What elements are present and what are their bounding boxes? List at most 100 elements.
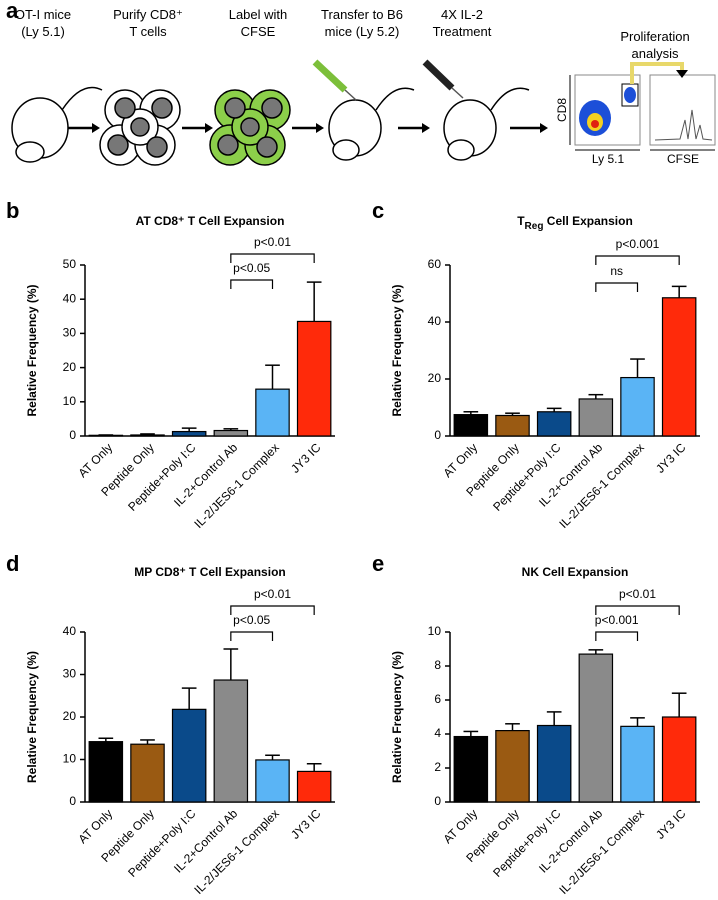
bar (661, 297, 697, 437)
panel-label: a (6, 0, 19, 23)
bar (661, 716, 697, 803)
x-tick-label: IL-2/JES6-1 Complex (191, 806, 282, 897)
y-tick-label: 20 (63, 360, 77, 374)
y-tick-label: 2 (434, 760, 441, 774)
bar (296, 320, 332, 437)
significance-bracket (595, 631, 639, 641)
bar (130, 743, 165, 803)
step-label: Transfer to B6 mice (Ly 5.2) (321, 7, 403, 39)
bar (130, 434, 165, 437)
significance-label: p<0.001 (616, 237, 660, 251)
bar (453, 414, 489, 437)
significance-label: p<0.05 (233, 261, 270, 275)
bar (255, 388, 290, 437)
y-axis-label: Relative Frequency (%) (25, 284, 39, 416)
x-tick-label: AT Only (440, 440, 480, 480)
y-tick-label: 4 (434, 726, 441, 740)
y-tick-label: 60 (428, 257, 442, 271)
bar (171, 708, 207, 803)
y-tick-label: 10 (428, 624, 442, 638)
y-tick-label: 6 (434, 692, 441, 706)
panel-label: c (372, 198, 384, 223)
x-tick-label: JY3 IC (288, 440, 324, 476)
step-label: OT-I mice (Ly 5.1) (15, 7, 71, 39)
bar (495, 414, 530, 437)
x-tick-label: IL-2/JES6-1 Complex (556, 440, 647, 531)
chart-title: TReg Cell Expansion (517, 214, 633, 231)
bar (495, 729, 530, 803)
x-tick-label: JY3 IC (288, 806, 324, 842)
cell-icon (99, 89, 291, 166)
y-tick-label: 20 (63, 709, 77, 723)
axis-label: Ly 5.1 (592, 152, 625, 166)
workflow: OT-I mice (Ly 5.1) Purify CD8⁺ T cells Lab… (11, 7, 716, 166)
flow-plot (569, 62, 716, 151)
x-tick-label: AT Only (75, 440, 115, 480)
chart-title: NK Cell Expansion (522, 565, 629, 579)
y-axis-label: Relative Frequency (%) (25, 651, 39, 783)
significance-label: p<0.05 (233, 613, 270, 627)
axis-label: CD8 (555, 98, 569, 122)
significance-label: ns (610, 264, 623, 278)
y-tick-label: 0 (434, 428, 441, 442)
y-axis-label: Relative Frequency (%) (390, 284, 404, 416)
significance-bracket (595, 255, 680, 265)
panel-label: b (6, 198, 19, 223)
bar (536, 411, 572, 437)
panel-label: d (6, 551, 19, 576)
bar (620, 376, 655, 437)
y-tick-label: 10 (63, 752, 77, 766)
bar (255, 759, 290, 803)
title-part: Reg (525, 221, 544, 232)
bar (213, 429, 249, 437)
x-tick-label: IL-2/JES6-1 Complex (191, 440, 282, 531)
x-tick-label: AT Only (440, 806, 480, 846)
chart-title: AT CD8⁺ T Cell Expansion (136, 214, 285, 228)
y-tick-label: 0 (434, 794, 441, 808)
bar (536, 724, 572, 803)
y-tick-label: 30 (63, 667, 77, 681)
x-tick-label: IL-2/JES6-1 Complex (556, 806, 647, 897)
y-tick-label: 40 (63, 291, 77, 305)
title-part: Cell Expansion (543, 214, 632, 228)
significance-label: p<0.01 (619, 587, 656, 601)
bar (213, 679, 249, 803)
significance-bracket (230, 631, 274, 641)
title-part: T (517, 214, 525, 228)
bar (620, 725, 655, 803)
significance-bracket (230, 279, 274, 289)
significance-bracket (230, 253, 315, 263)
y-tick-label: 0 (69, 794, 76, 808)
step-label: 4X IL-2 Treatment (433, 7, 492, 39)
bar (88, 741, 124, 803)
step-label: Purify CD8⁺ T cells (113, 7, 183, 39)
y-tick-label: 10 (63, 394, 77, 408)
step-label: Proliferation analysis (620, 29, 689, 61)
y-tick-label: 20 (428, 371, 442, 385)
significance-bracket (595, 605, 680, 615)
y-tick-label: 40 (63, 624, 77, 638)
y-tick-label: 8 (434, 658, 441, 672)
y-axis-label: Relative Frequency (%) (390, 651, 404, 783)
panel-label: e (372, 551, 384, 576)
x-tick-label: JY3 IC (653, 806, 689, 842)
chart-title: MP CD8⁺ T Cell Expansion (134, 565, 285, 579)
bar (578, 653, 614, 803)
significance-label: p<0.01 (254, 235, 291, 249)
significance-label: p<0.001 (595, 613, 639, 627)
bar (453, 735, 489, 803)
bar (578, 398, 614, 437)
syringe-icon (312, 59, 464, 101)
bar (88, 434, 124, 437)
y-tick-label: 50 (63, 257, 77, 271)
step-label: Label with CFSE (229, 7, 288, 39)
y-tick-label: 0 (69, 428, 76, 442)
axis-label: CFSE (667, 152, 699, 166)
x-tick-label: AT Only (75, 806, 115, 846)
x-tick-label: JY3 IC (653, 440, 689, 476)
arrow-head (92, 123, 548, 133)
y-tick-label: 40 (428, 314, 442, 328)
bar (171, 430, 207, 437)
bar (296, 770, 332, 803)
